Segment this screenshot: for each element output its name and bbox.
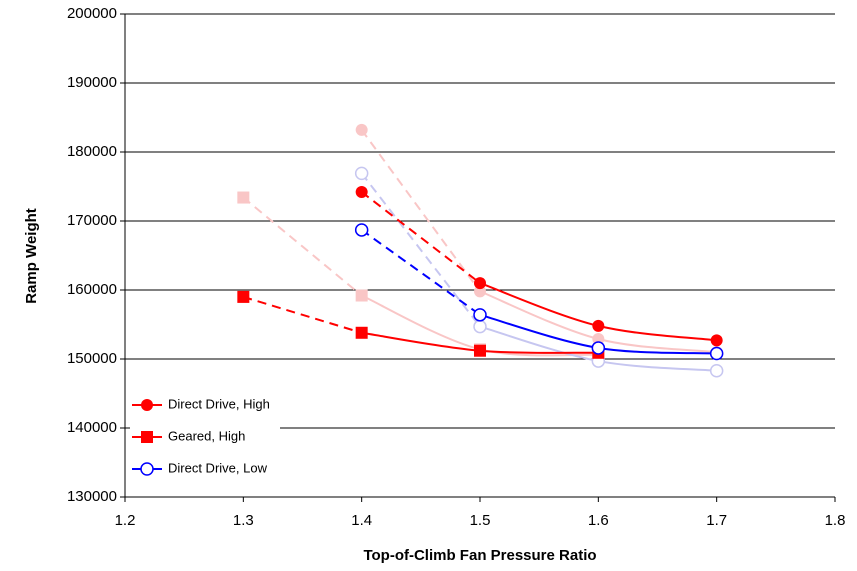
- series-line: [242, 196, 363, 297]
- x-axis-label: Top-of-Climb Fan Pressure Ratio: [363, 547, 596, 564]
- marker: [709, 363, 724, 378]
- marker: [474, 344, 486, 357]
- marker: [141, 431, 153, 443]
- x-tick-label: 1.2: [115, 512, 136, 529]
- x-tick-label: 1.4: [351, 512, 372, 529]
- marker: [709, 346, 724, 361]
- marker: [141, 399, 153, 411]
- legend-label: Direct Drive, High: [168, 396, 270, 411]
- y-tick-label: 140000: [67, 419, 117, 436]
- series-line: [360, 172, 481, 328]
- marker: [354, 166, 369, 181]
- series-line: [361, 229, 481, 316]
- y-tick-label: 160000: [67, 281, 117, 298]
- marker: [474, 277, 486, 290]
- y-tick-label: 170000: [67, 212, 117, 229]
- y-axis-label: Ramp Weight: [23, 208, 40, 304]
- y-tick-label: 150000: [67, 350, 117, 367]
- y-tick-label: 130000: [67, 488, 117, 505]
- marker: [355, 186, 368, 199]
- marker: [237, 191, 250, 204]
- x-tick-label: 1.8: [825, 512, 846, 529]
- marker: [237, 290, 250, 303]
- marker: [474, 285, 486, 298]
- marker: [355, 289, 368, 302]
- x-tick-label: 1.5: [470, 512, 491, 529]
- y-tick-label: 180000: [67, 143, 117, 160]
- marker: [355, 123, 368, 136]
- legend-label: Geared, High: [168, 428, 245, 443]
- series-line: [361, 191, 481, 284]
- x-tick-label: 1.3: [233, 512, 254, 529]
- y-tick-label: 200000: [67, 5, 117, 22]
- marker: [710, 334, 723, 347]
- marker: [473, 308, 487, 322]
- legend-label: Direct Drive, Low: [168, 460, 268, 475]
- x-tick-label: 1.7: [706, 512, 727, 529]
- marker: [140, 462, 154, 476]
- x-tick-label: 1.6: [588, 512, 609, 529]
- series-line: [243, 295, 362, 334]
- y-tick-label: 190000: [67, 74, 117, 91]
- marker: [473, 319, 487, 334]
- marker: [354, 223, 369, 237]
- series-line: [360, 129, 481, 292]
- marker: [355, 326, 368, 339]
- marker: [591, 341, 606, 355]
- marker: [592, 319, 605, 332]
- legend: Direct Drive, High Geared, High Direct Dri…: [130, 389, 280, 489]
